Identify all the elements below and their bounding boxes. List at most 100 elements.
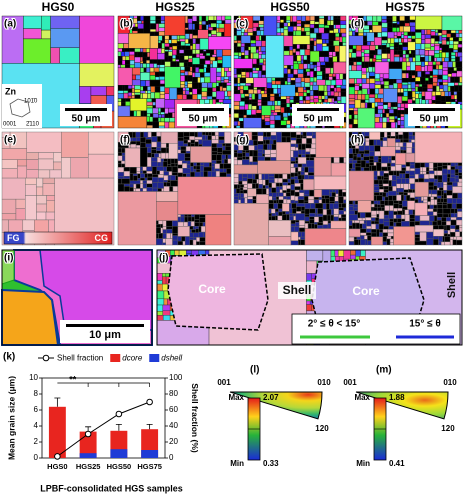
grain xyxy=(160,111,165,115)
grain xyxy=(355,50,362,57)
grain xyxy=(415,61,422,66)
grain xyxy=(224,19,232,24)
grain xyxy=(401,200,408,207)
grain xyxy=(369,54,374,59)
grain xyxy=(293,176,299,180)
grain xyxy=(298,179,304,184)
grain xyxy=(366,15,373,22)
grain xyxy=(397,208,403,212)
grain xyxy=(329,30,334,34)
grain xyxy=(301,138,307,145)
grain xyxy=(251,161,258,166)
grain xyxy=(151,174,159,178)
grain xyxy=(244,103,249,110)
grain xyxy=(417,71,422,78)
grain xyxy=(301,174,305,180)
grain xyxy=(145,139,152,144)
grain xyxy=(355,45,362,52)
grain xyxy=(397,210,403,215)
grain xyxy=(436,181,442,188)
ebsd-map xyxy=(233,131,347,246)
grain xyxy=(309,219,315,224)
grain xyxy=(198,24,203,30)
grain xyxy=(248,46,251,51)
grain xyxy=(141,20,144,24)
grain xyxy=(166,233,171,239)
grain xyxy=(430,29,436,32)
grain xyxy=(353,204,358,209)
grain xyxy=(386,117,390,123)
grain xyxy=(322,45,330,52)
grain xyxy=(343,207,347,212)
grain xyxy=(372,15,378,22)
grain xyxy=(187,71,193,76)
grain xyxy=(151,187,158,192)
ebsd-map xyxy=(348,131,463,246)
grain xyxy=(252,26,257,32)
grain xyxy=(396,36,402,39)
grain xyxy=(384,205,390,212)
grain xyxy=(400,103,405,108)
grain xyxy=(308,199,315,204)
panel-label: (l) xyxy=(250,365,259,376)
grain xyxy=(295,222,300,227)
grain xyxy=(398,188,405,193)
grain xyxy=(442,74,449,81)
grain xyxy=(217,63,223,68)
grain xyxy=(387,200,394,206)
grain xyxy=(339,15,347,21)
grain xyxy=(221,32,225,37)
grain xyxy=(382,140,388,147)
grain xyxy=(146,124,153,129)
grain xyxy=(381,22,388,28)
grain xyxy=(233,177,239,183)
grain xyxy=(242,187,248,191)
grain xyxy=(449,236,454,240)
grain xyxy=(311,223,315,229)
grain xyxy=(218,82,223,87)
grain xyxy=(244,42,251,47)
grain xyxy=(140,15,144,21)
grain xyxy=(383,85,390,89)
grain xyxy=(270,153,277,158)
color-key xyxy=(3,231,113,245)
grain xyxy=(459,76,463,83)
grain xyxy=(348,153,354,159)
grain xyxy=(175,59,180,62)
grain xyxy=(447,67,454,72)
grain xyxy=(342,79,347,86)
grain xyxy=(450,208,456,214)
grain xyxy=(149,28,157,33)
grain xyxy=(140,63,143,69)
grain xyxy=(133,110,137,117)
grain xyxy=(216,154,222,161)
grain xyxy=(128,54,135,61)
grain xyxy=(283,196,288,200)
grain xyxy=(312,81,317,86)
grain xyxy=(348,145,352,149)
grain xyxy=(274,178,279,184)
grain xyxy=(300,171,305,176)
grain xyxy=(158,111,161,115)
grain xyxy=(339,20,347,25)
grain xyxy=(201,134,206,141)
grain xyxy=(321,32,330,40)
grain xyxy=(396,79,403,84)
grain xyxy=(372,66,376,73)
grain xyxy=(117,155,123,162)
grain xyxy=(392,185,397,192)
grain xyxy=(456,198,463,204)
grain xyxy=(396,194,402,201)
grain xyxy=(184,85,188,89)
grain xyxy=(383,176,390,181)
grain xyxy=(15,208,26,221)
grain xyxy=(244,99,250,105)
grain xyxy=(386,15,393,20)
grain xyxy=(260,46,266,52)
grain xyxy=(239,105,245,110)
grain xyxy=(348,118,354,125)
grain xyxy=(41,29,51,40)
grain xyxy=(239,89,244,95)
grain xyxy=(431,189,438,195)
grain xyxy=(401,100,408,104)
